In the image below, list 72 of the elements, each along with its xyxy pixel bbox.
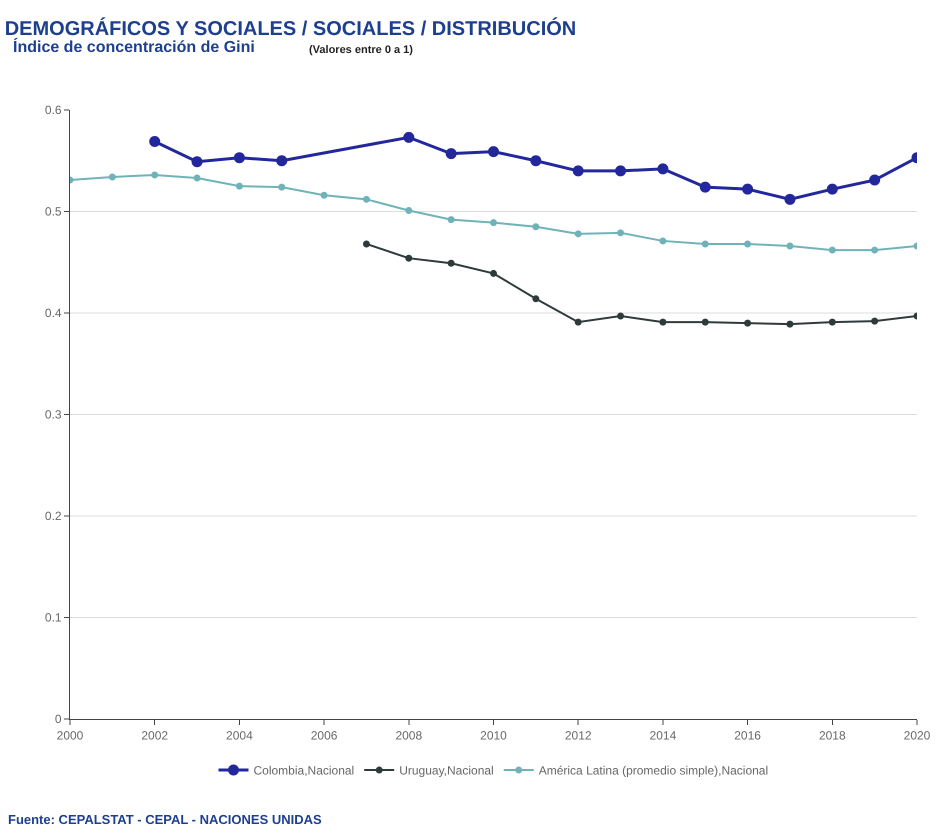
point (151, 171, 158, 178)
point (194, 174, 201, 182)
x-tick-label: 2002 (141, 728, 168, 742)
x-tick-label: 2020 (904, 728, 931, 742)
point (657, 163, 668, 174)
point (192, 156, 203, 168)
point (659, 318, 666, 326)
point (702, 318, 709, 326)
point (276, 155, 288, 166)
x-tick-label: 2004 (226, 728, 254, 742)
point (617, 229, 624, 236)
point (869, 174, 880, 186)
legend-label: América Latina (promedio simple),Nacional (538, 764, 768, 778)
x-tick-label: 2000 (56, 728, 84, 742)
y-tick-label: 0.2 (44, 509, 62, 524)
point (490, 219, 497, 226)
point (659, 237, 666, 244)
legend-label: Uruguay,Nacional (399, 764, 494, 778)
point (446, 148, 457, 160)
point (700, 182, 711, 193)
x-tick-label: 2014 (650, 728, 677, 742)
point (826, 184, 838, 195)
point (871, 246, 878, 254)
y-tick-label: 0.3 (44, 408, 62, 422)
point (744, 240, 752, 248)
x-tick-label: 2008 (395, 728, 422, 742)
chart-subtitle: Índice de concentración de Gini (13, 37, 255, 56)
point (786, 242, 794, 250)
y-tick-label: 0.6 (44, 103, 62, 118)
point (236, 182, 243, 190)
point (574, 318, 582, 326)
point (403, 132, 414, 143)
point (448, 260, 455, 267)
y-tick-label: 0 (54, 712, 62, 726)
point (278, 184, 286, 191)
point (786, 320, 794, 328)
point (488, 146, 499, 158)
point (532, 295, 540, 302)
point (828, 246, 836, 254)
point (574, 230, 582, 238)
point (405, 206, 412, 214)
point (742, 184, 754, 195)
point (405, 254, 412, 262)
point (108, 173, 116, 180)
point (744, 320, 752, 327)
point (490, 270, 497, 277)
y-tick-label: 0.5 (44, 204, 62, 219)
point (149, 136, 160, 147)
point (617, 312, 624, 320)
y-tick-label: 0.4 (44, 306, 62, 320)
text: (Valores entre 0 a 1) (309, 44, 414, 56)
x-tick-label: 2012 (564, 728, 592, 742)
point (871, 318, 878, 325)
point (615, 165, 626, 176)
point (532, 223, 540, 230)
point (234, 152, 245, 164)
point (362, 196, 370, 203)
point (448, 216, 455, 224)
source-note: Fuente: CEPALSTAT - CEPAL - NACIONES UNIDAS (8, 812, 322, 827)
point (828, 318, 836, 326)
point (362, 240, 370, 248)
point (784, 194, 796, 205)
x-tick-label: 2018 (818, 728, 846, 742)
point (572, 165, 584, 176)
point (530, 155, 542, 166)
legend-label: Colombia,Nacional (254, 764, 354, 778)
point (702, 240, 709, 248)
x-tick-label: 2016 (734, 728, 762, 742)
y-tick-label: 0.1 (44, 610, 62, 625)
x-tick-label: 2010 (480, 728, 508, 742)
point (320, 192, 328, 199)
x-tick-label: 2006 (310, 728, 338, 742)
